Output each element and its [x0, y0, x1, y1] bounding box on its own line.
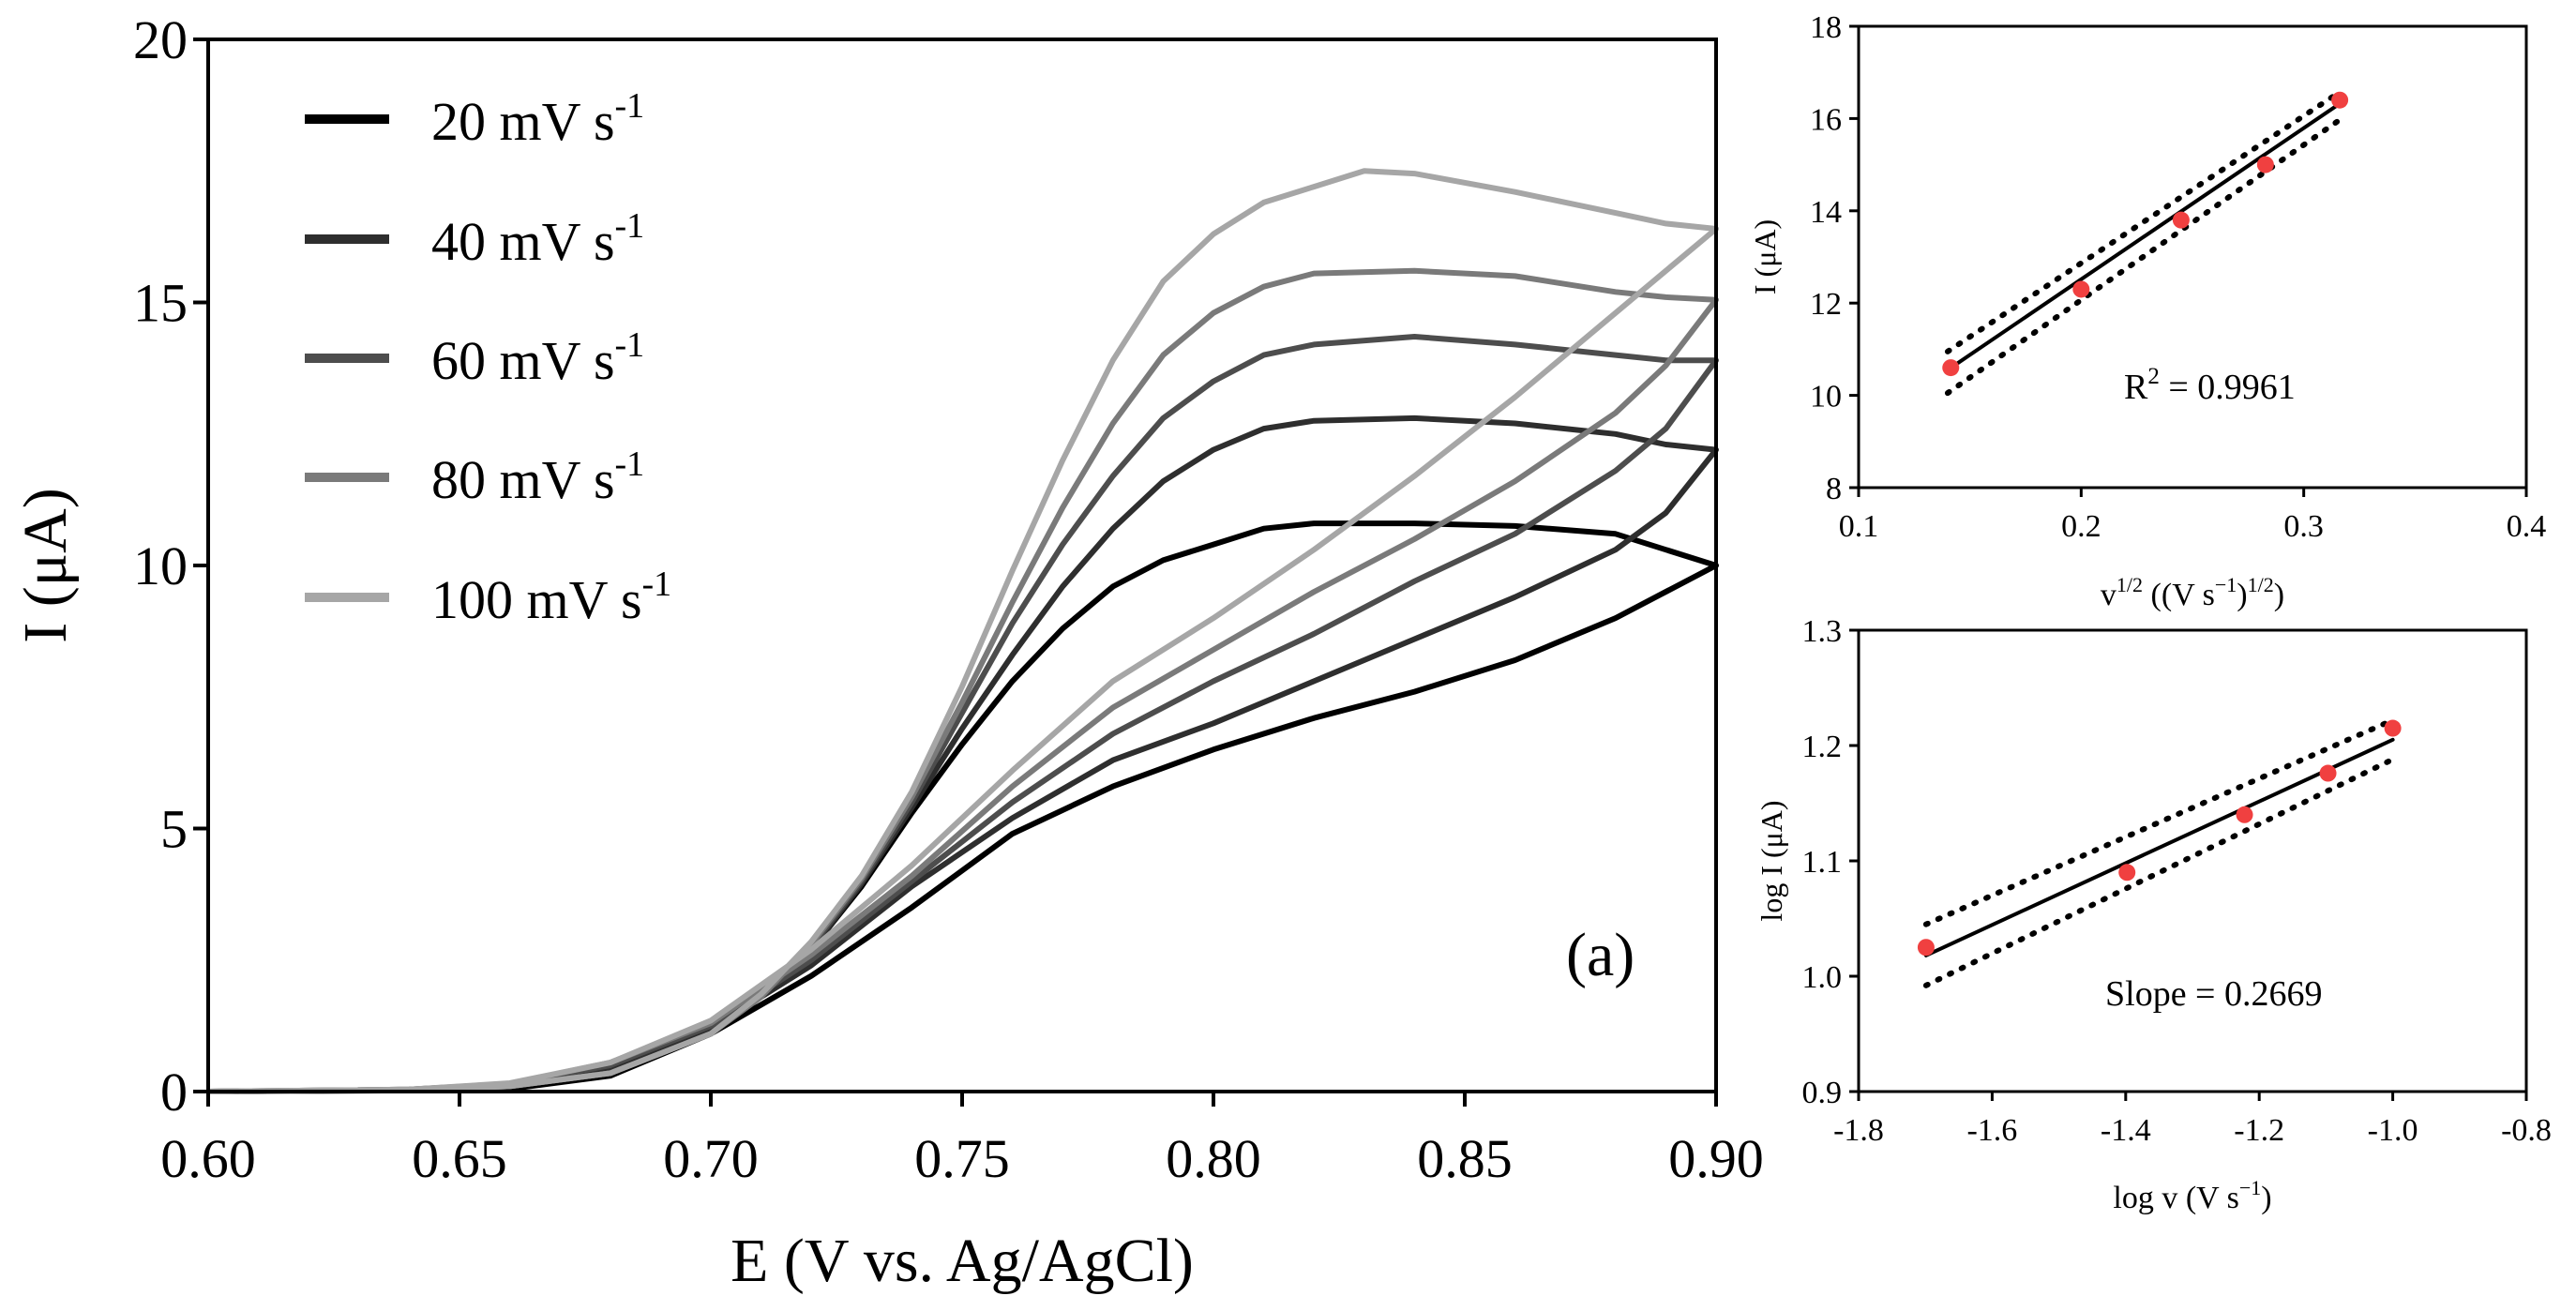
y-tick-label: 1.1	[1802, 845, 1843, 880]
x-tick-label: 0.75	[914, 1128, 1010, 1189]
main-chart: 0.60 0.65 0.70 0.75 0.80 0.85 0.90 0 5 10 15 20 E (…	[11, 9, 1764, 1295]
legend-label: 40 mV s-1	[431, 206, 644, 272]
x-tick-label: 0.70	[663, 1128, 759, 1189]
legend-label: 20 mV s-1	[431, 86, 644, 152]
data-point	[2256, 156, 2274, 173]
fit-line	[1923, 737, 2395, 957]
x-tick-label: 0.3	[2283, 509, 2324, 544]
data-point	[2172, 211, 2190, 229]
inset-bottom-ticks: -1.8 -1.6 -1.4 -1.2 -1.0 -0.8 0.9 1.0 1.1 1.2 1.3	[1802, 614, 2552, 1148]
y-tick-label: 10	[1810, 380, 1842, 414]
x-tick-label: 0.65	[412, 1128, 507, 1189]
confidence-band-upper	[1922, 716, 2396, 927]
legend-label: 80 mV s-1	[431, 445, 644, 510]
inset-top-annotation: R2 = 0.9961	[2124, 364, 2296, 407]
x-tick-label: -1.6	[1966, 1113, 2017, 1148]
x-tick-label: -1.2	[2234, 1113, 2284, 1148]
y-tick-label: 15	[133, 273, 188, 334]
inset-bottom-frame	[1857, 628, 2528, 1093]
y-tick-label: 0	[160, 1062, 188, 1123]
main-y-axis-label: I (μA)	[11, 488, 80, 642]
inset-bottom-chart: -1.8 -1.6 -1.4 -1.2 -1.0 -0.80.91.01.11.21.3 …	[1755, 614, 2552, 1215]
y-tick-label: 0.9	[1802, 1076, 1843, 1110]
x-tick-label: 0.80	[1166, 1128, 1261, 1189]
data-point	[2384, 719, 2402, 737]
legend-label: 100 mV s-1	[431, 565, 671, 630]
y-tick-label: 1.3	[1802, 614, 1843, 649]
confidence-band-upper	[1944, 87, 2345, 354]
inset-top-ticks: 0.1 0.2 0.3 0.4 8 10 12 14 16 18	[1810, 10, 2546, 544]
inset-top-content	[1942, 87, 2349, 397]
legend-label: 60 mV s-1	[431, 325, 644, 391]
x-tick-label: 0.2	[2061, 509, 2101, 544]
x-tick-label: -0.8	[2501, 1113, 2552, 1148]
inset-bottom-x-axis-label: log v (V s−1)	[2113, 1176, 2271, 1215]
data-point	[2331, 91, 2349, 109]
x-tick-label: -1.8	[1833, 1113, 1884, 1148]
series-line	[207, 168, 1719, 1094]
x-tick-label: 0.4	[2507, 509, 2547, 544]
data-point	[1942, 359, 1960, 377]
inset-top-frame	[1857, 24, 2528, 490]
y-tick-label: 5	[160, 799, 188, 860]
inset-bottom-annotation: Slope = 0.2669	[2105, 974, 2323, 1014]
data-point	[2319, 764, 2337, 782]
y-tick-label: 16	[1810, 102, 1842, 137]
y-tick-label: 20	[133, 9, 188, 70]
y-tick-label: 1.0	[1802, 960, 1843, 995]
y-tick-label: 12	[1810, 287, 1842, 322]
inset-top-x-axis-label: v1/2 ((V s−1)1/2)	[2101, 573, 2284, 612]
x-tick-label: 0.1	[1839, 509, 1879, 544]
fit-line	[1945, 100, 2344, 372]
y-tick-label: 10	[133, 535, 188, 596]
y-tick-label: 8	[1826, 472, 1842, 506]
confidence-band-lower	[1944, 115, 2345, 397]
series-line	[207, 414, 1719, 1094]
inset-bottom-content	[1917, 716, 2402, 988]
main-x-axis-label: E (V vs. Ag/AgCl)	[731, 1227, 1194, 1295]
data-point	[1917, 939, 1935, 957]
y-tick-label: 1.2	[1802, 730, 1843, 764]
legend: 20 mV s-1 40 mV s-1 60 mV s-1 80 mV s-1 …	[305, 86, 671, 630]
main-ticks: 0.60 0.65 0.70 0.75 0.80 0.85 0.90 0 5 10 15 20	[133, 9, 1764, 1189]
inset-bottom-y-axis-label: log I (μA)	[1755, 800, 1788, 921]
x-tick-label: 0.85	[1417, 1128, 1513, 1189]
inset-top-chart: 0.1 0.2 0.3 0.4 8 10 12 14 16 18 R2 = 0.9961 v1/2…	[1748, 10, 2546, 612]
inset-top-y-axis-label: I (μA)	[1748, 219, 1782, 294]
panel-label: (a)	[1566, 921, 1634, 989]
data-point	[2236, 806, 2253, 823]
main-series-group	[207, 168, 1719, 1094]
data-point	[2072, 280, 2090, 298]
confidence-band-lower	[1922, 756, 2396, 988]
x-tick-label: 0.90	[1668, 1128, 1764, 1189]
y-tick-label: 14	[1810, 195, 1842, 230]
main-plot-frame	[206, 38, 1718, 1093]
x-tick-label: -1.4	[2101, 1113, 2151, 1148]
y-tick-label: 18	[1810, 10, 1842, 45]
data-point	[2118, 864, 2136, 882]
x-tick-label: 0.60	[160, 1128, 256, 1189]
x-tick-label: -1.0	[2368, 1113, 2418, 1148]
